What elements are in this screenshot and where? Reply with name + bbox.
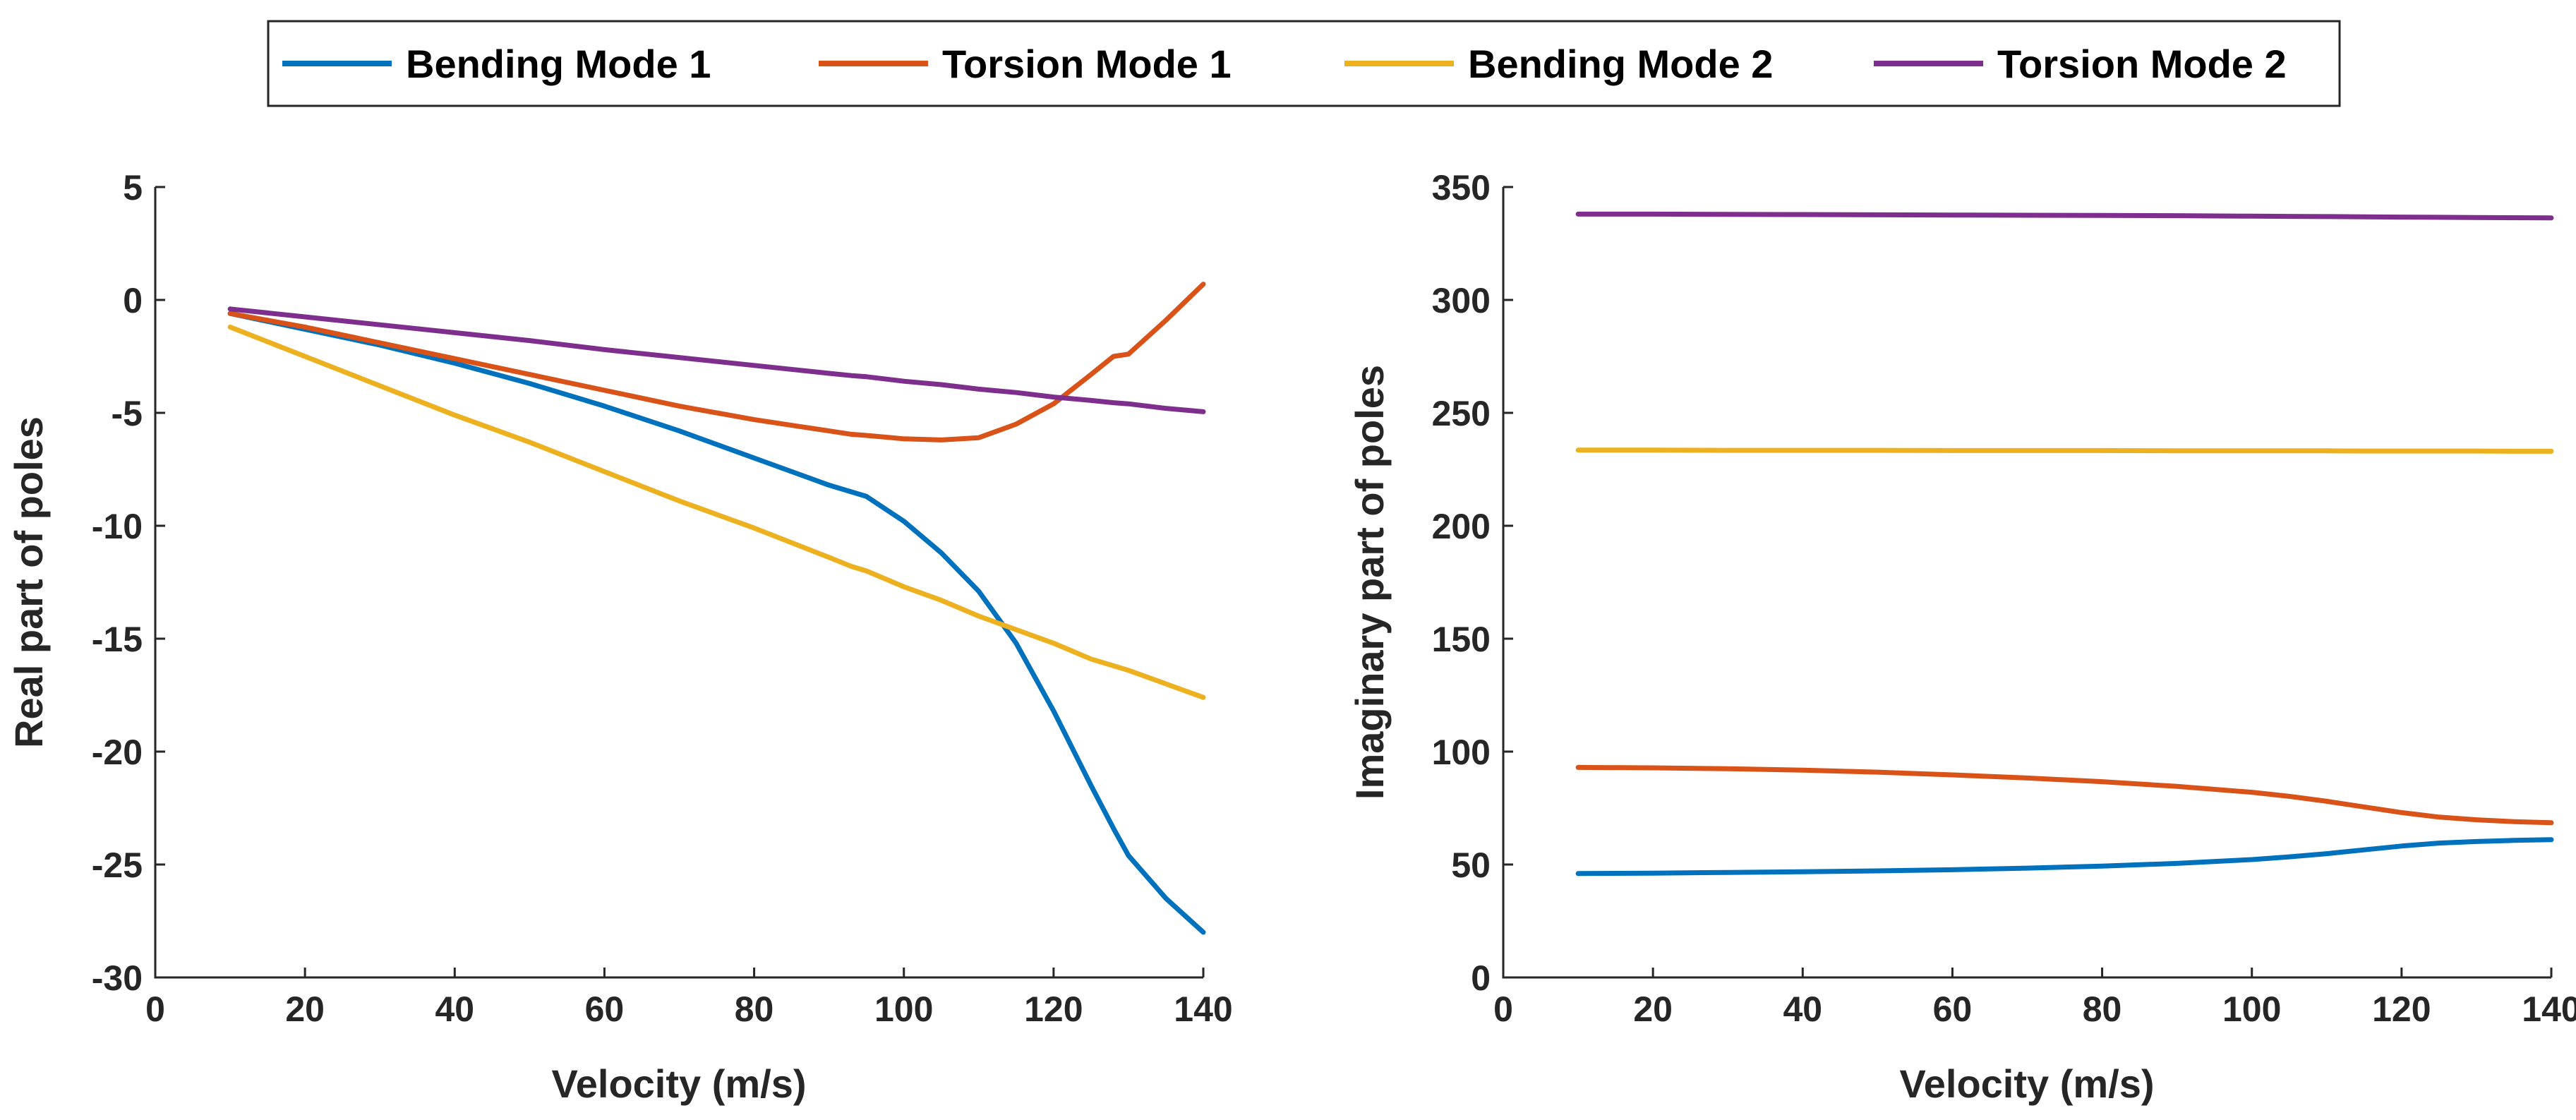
- legend-box: [267, 20, 2341, 107]
- real-series-bending-mode-2: [227, 324, 1206, 700]
- real-x-tick-label: 20: [285, 989, 325, 1029]
- imaginary-y-tick-label: 250: [1432, 394, 1491, 433]
- real-x-tick-label: 100: [874, 989, 933, 1029]
- real-y-tick-label: -15: [92, 620, 143, 659]
- legend-label-torsion-mode-2: Torsion Mode 2: [1997, 42, 2287, 86]
- imaginary-series-torsion-mode-1: [1575, 764, 2554, 826]
- real-part-chart: 0 20 40 60 80 100 120 140 5 0 -5 -10 -15 -20 -25 -30 Ve…: [6, 168, 1233, 1106]
- real-plot-area: [155, 187, 1203, 977]
- imaginary-series-torsion-mode-2: [1575, 211, 2554, 221]
- imaginary-plot-area: [1503, 187, 2551, 977]
- imaginary-y-axis-title: Imaginary part of poles: [1347, 365, 1392, 800]
- real-y-tick-label: -5: [112, 394, 143, 433]
- real-y-tick-label: -20: [92, 733, 143, 772]
- real-series-group: [227, 282, 1206, 935]
- real-x-tick-label: 120: [1024, 989, 1083, 1029]
- imaginary-series-group: [1575, 211, 2554, 877]
- real-y-tick-label: -10: [92, 507, 143, 546]
- legend-label-bending-mode-2: Bending Mode 2: [1468, 42, 1773, 86]
- imaginary-y-tick-label: 350: [1432, 168, 1491, 207]
- imaginary-part-chart: 0 20 40 60 80 100 120 140 350 300 250 200 150 100 500 …: [1347, 168, 2576, 1106]
- real-x-tick-label: 60: [585, 989, 625, 1029]
- imaginary-x-tick-label: 100: [2222, 989, 2281, 1029]
- real-series-torsion-mode-1: [227, 282, 1206, 442]
- real-x-tick-label: 140: [1174, 989, 1232, 1029]
- imaginary-y-tick-label: 50: [1451, 845, 1491, 885]
- imaginary-y-tick-label: 100: [1432, 733, 1491, 772]
- imaginary-x-tick-label: 20: [1633, 989, 1673, 1029]
- imaginary-y-tick-label: 200: [1432, 507, 1491, 546]
- imaginary-series-bending-mode-2: [1575, 447, 2554, 454]
- imaginary-x-tick-label: 0: [1493, 989, 1513, 1029]
- real-axes: 0 20 40 60 80 100 120 140 5 0 -5 -10 -15 -20 -25 -30: [92, 168, 1233, 1029]
- real-y-tick-label: 0: [123, 281, 143, 320]
- imaginary-axes: 0 20 40 60 80 100 120 140 350 300 250 200 150 100 50 0: [1432, 168, 2576, 1029]
- imaginary-x-axis-title: Velocity (m/s): [1899, 1061, 2154, 1106]
- real-y-tick-label: -30: [92, 958, 143, 998]
- real-x-axis-title: Velocity (m/s): [551, 1061, 806, 1106]
- real-x-tick-label: 0: [145, 989, 165, 1029]
- real-x-tick-label: 80: [735, 989, 774, 1029]
- legend-label-torsion-mode-1: Torsion Mode 1: [942, 42, 1232, 86]
- real-x-tick-label: 40: [435, 989, 474, 1029]
- imaginary-x-tick-label: 40: [1783, 989, 1822, 1029]
- real-y-axis-title: Real part of poles: [6, 416, 51, 748]
- legend-label-bending-mode-1: Bending Mode 1: [406, 42, 711, 86]
- real-y-tick-label: 5: [123, 168, 143, 207]
- imaginary-x-tick-label: 120: [2372, 989, 2431, 1029]
- legend: Bending Mode 1 Torsion Mode 1 Bending Mo…: [267, 20, 2341, 107]
- imaginary-y-tick-label: 150: [1432, 620, 1491, 659]
- imaginary-y-tick-label: 300: [1432, 281, 1491, 320]
- imaginary-x-tick-label: 60: [1933, 989, 1973, 1029]
- imaginary-y-tick-label: 0: [1471, 958, 1491, 998]
- imaginary-series-bending-mode-1: [1575, 837, 2554, 877]
- imaginary-x-tick-label: 80: [2083, 989, 2122, 1029]
- real-y-tick-label: -25: [92, 845, 143, 885]
- real-series-bending-mode-1: [227, 311, 1206, 935]
- real-series-torsion-mode-2: [227, 306, 1206, 414]
- imaginary-x-tick-label: 140: [2522, 989, 2576, 1029]
